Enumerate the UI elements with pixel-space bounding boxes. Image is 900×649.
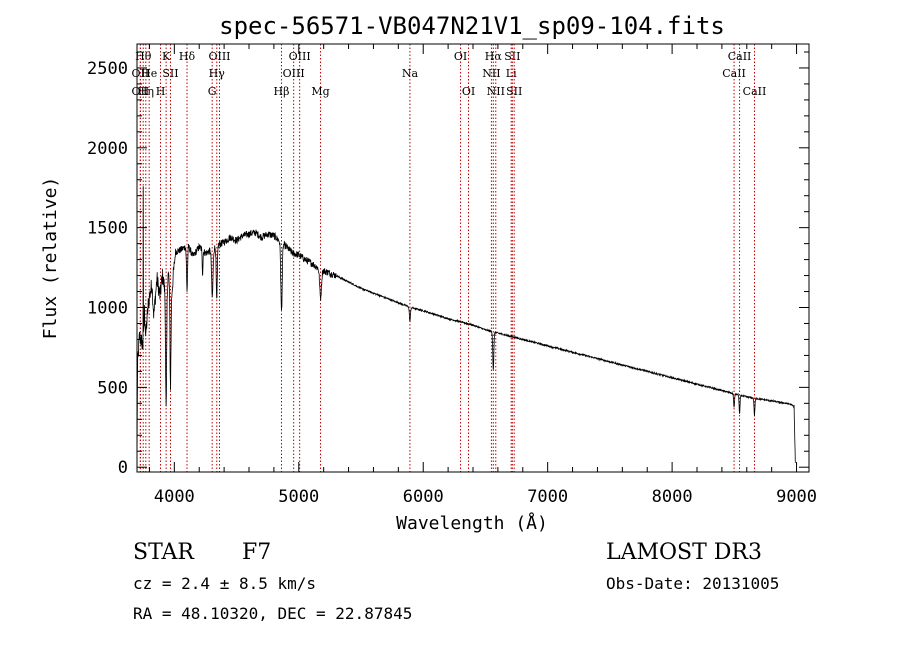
object-class: STAR	[133, 540, 194, 565]
x-tick-label-3: 7000	[527, 487, 568, 507]
obs-date: Obs-Date: 20131005	[606, 574, 780, 593]
marker-label-17: OI	[454, 50, 467, 63]
marker-label-11: OIII	[208, 50, 230, 63]
marker-label-8: Hδ	[179, 50, 196, 63]
marker-label-1: OII	[132, 67, 150, 80]
marker-label-7: SII	[162, 67, 178, 80]
y-tick-label-5: 2500	[87, 59, 128, 79]
axes: 4000 5000 6000 7000 8000 9000 0 500 1000 1500 2000…	[87, 44, 817, 507]
object-subclass: F7	[242, 540, 272, 565]
marker-label-4: He	[141, 67, 157, 80]
spectrum-line	[136, 186, 796, 465]
marker-label-18: OI	[462, 85, 475, 98]
y-tick-label-0: 0	[118, 458, 128, 478]
marker-label-13: OIII	[283, 67, 305, 80]
marker-label-24: SII	[506, 85, 522, 98]
marker-label-27: CaII	[743, 85, 767, 98]
marker-label-23: SII	[504, 50, 520, 63]
y-tick-label-1: 500	[97, 378, 128, 398]
x-tick-label-4: 8000	[652, 487, 693, 507]
x-tick-label-0: 4000	[154, 487, 195, 507]
marker-label-12: Hβ	[274, 85, 290, 98]
marker-label-10: Hγ	[209, 67, 226, 80]
survey-name: LAMOST DR3	[606, 540, 762, 565]
x-tick-label-1: 5000	[278, 487, 319, 507]
marker-label-19: NII	[482, 67, 500, 80]
redshift-readout: cz = 2.4 ± 8.5 km/s	[133, 574, 317, 593]
line-markers: OIIOIIHθHηHeHKSIIHδGHγOIIIHβOIIIOIIIMgNa…	[132, 44, 767, 472]
marker-label-5: H	[156, 85, 166, 98]
marker-label-26: CaII	[728, 50, 752, 63]
spectrum-series	[136, 186, 796, 465]
marker-label-14: OIII	[289, 50, 311, 63]
x-axis-label: Wavelength (Å)	[396, 512, 548, 534]
marker-label-16: Na	[402, 67, 419, 80]
marker-label-9: G	[208, 85, 217, 98]
y-tick-label-3: 1500	[87, 219, 128, 239]
marker-label-0: OII	[132, 85, 150, 98]
plot-frame	[136, 43, 810, 473]
marker-label-15: Mg	[311, 85, 329, 98]
marker-label-22: Li	[506, 67, 517, 80]
chart-title: spec-56571-VB047N21V1_sp09-104.fits	[219, 12, 725, 40]
marker-label-3: Hη	[138, 85, 154, 98]
marker-label-25: CaII	[722, 67, 746, 80]
marker-label-2: Hθ	[135, 50, 152, 63]
x-tick-label-2: 6000	[403, 487, 444, 507]
y-tick-label-4: 2000	[87, 139, 128, 159]
coordinates: RA = 48.10320, DEC = 22.87845	[133, 604, 413, 623]
marker-label-6: K	[162, 50, 171, 63]
marker-label-20: Hα	[485, 50, 503, 63]
x-tick-label-5: 9000	[776, 487, 817, 507]
marker-label-21: NII	[487, 85, 505, 98]
y-tick-label-2: 1000	[87, 299, 128, 319]
y-axis-label: Flux (relative)	[40, 177, 61, 340]
